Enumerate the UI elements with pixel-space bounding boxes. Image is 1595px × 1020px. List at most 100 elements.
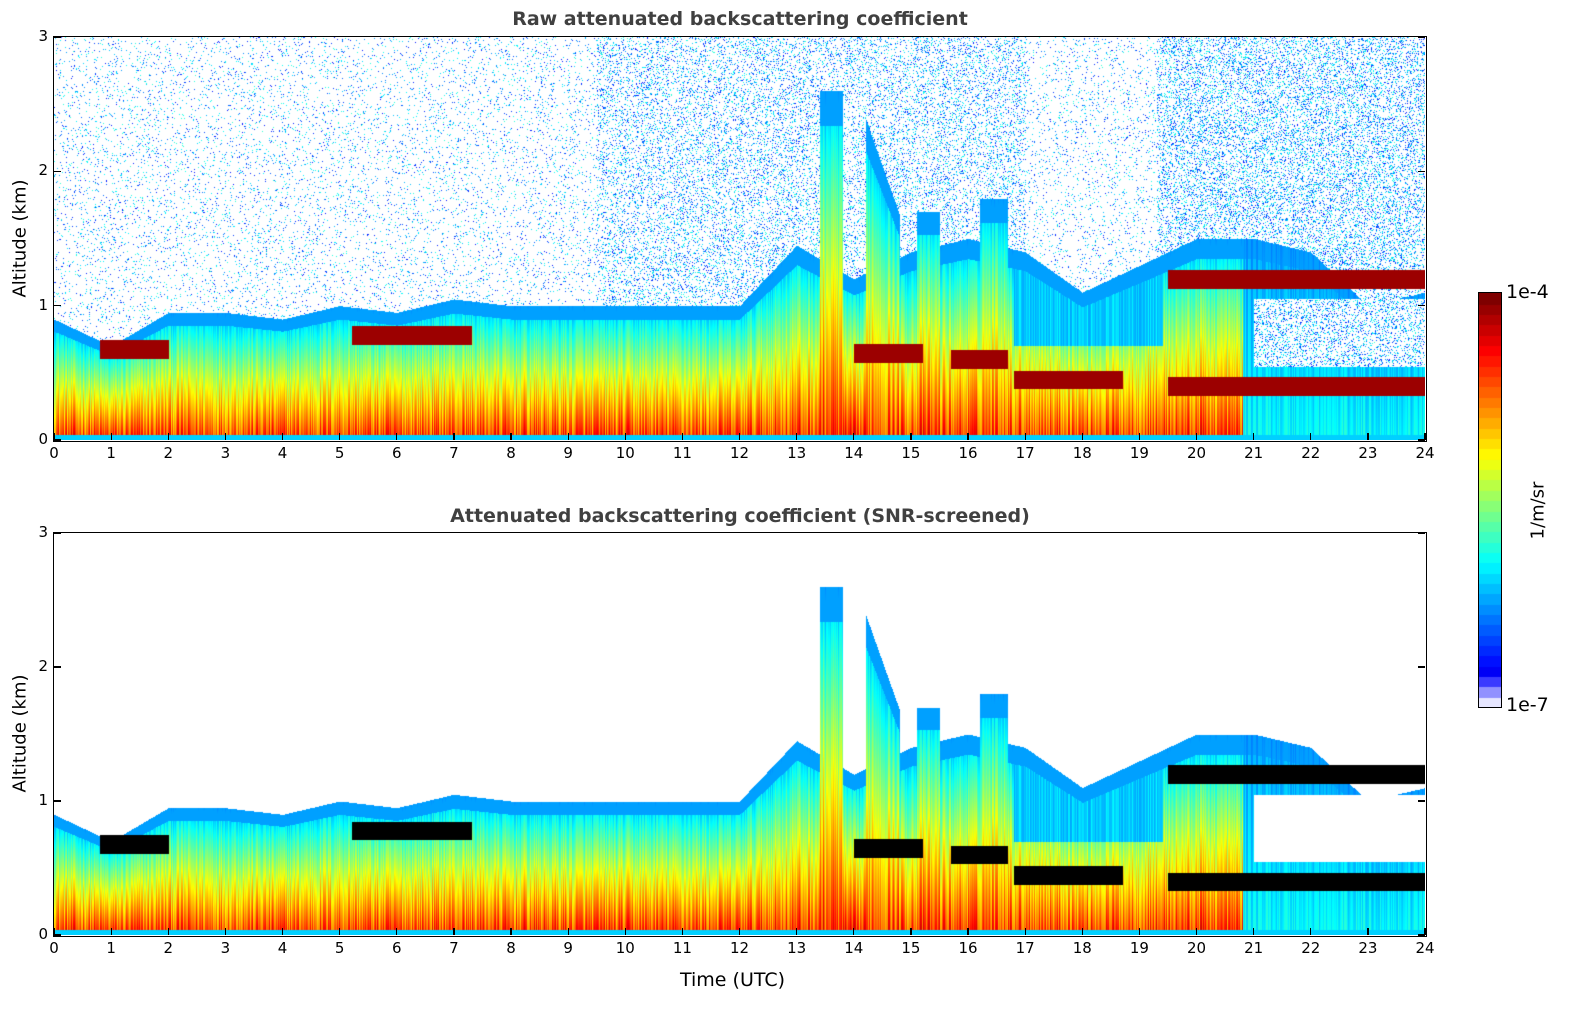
x-tick-label: 13 bbox=[787, 444, 807, 462]
x-tick bbox=[339, 433, 341, 440]
x-tick bbox=[1081, 928, 1083, 935]
bottom-heatmap bbox=[54, 533, 1425, 935]
x-tick-label: 21 bbox=[1244, 939, 1264, 957]
x-tick bbox=[1424, 433, 1426, 440]
x-tick-label: 19 bbox=[1129, 939, 1149, 957]
x-tick bbox=[339, 928, 341, 935]
x-tick-label: 10 bbox=[615, 939, 635, 957]
x-tick bbox=[910, 433, 912, 440]
y-tick bbox=[54, 305, 61, 307]
x-tick-label: 0 bbox=[49, 444, 59, 462]
y-tick-label: 0 bbox=[38, 925, 48, 943]
x-tick bbox=[1424, 928, 1426, 935]
x-tick-label: 12 bbox=[729, 939, 750, 957]
x-tick-label: 9 bbox=[563, 939, 573, 957]
x-tick-label: 2 bbox=[163, 444, 174, 462]
x-tick bbox=[1367, 433, 1369, 440]
y-tick bbox=[54, 800, 61, 802]
x-tick bbox=[224, 433, 227, 440]
x-tick-label: 18 bbox=[1072, 939, 1092, 957]
y-tick bbox=[1418, 666, 1425, 668]
x-tick bbox=[281, 928, 284, 935]
colorbar-min-label: 1e-7 bbox=[1506, 694, 1549, 716]
y-tick bbox=[1418, 532, 1425, 534]
x-tick bbox=[1310, 433, 1312, 440]
x-tick bbox=[1253, 928, 1255, 935]
x-tick-label: 15 bbox=[901, 444, 921, 462]
x-tick bbox=[53, 433, 55, 440]
top-chart-title: Raw attenuated backscattering coefficien… bbox=[512, 8, 968, 30]
x-tick bbox=[1024, 433, 1026, 440]
x-tick bbox=[1138, 928, 1141, 935]
x-tick-label: 15 bbox=[901, 939, 921, 957]
x-tick-label: 10 bbox=[615, 444, 635, 462]
x-tick-label: 3 bbox=[220, 939, 231, 957]
y-tick-label: 3 bbox=[38, 27, 48, 45]
x-tick bbox=[624, 928, 626, 935]
x-tick-label: 14 bbox=[844, 444, 864, 462]
y-tick bbox=[54, 170, 61, 173]
x-tick bbox=[1310, 928, 1312, 935]
x-tick bbox=[510, 928, 512, 935]
colorbar bbox=[1478, 292, 1502, 708]
x-tick-label: 20 bbox=[1186, 444, 1207, 462]
top-heatmap bbox=[54, 37, 1425, 440]
y-tick bbox=[1418, 934, 1425, 936]
x-tick bbox=[53, 928, 55, 935]
x-tick bbox=[1367, 928, 1369, 935]
x-tick bbox=[681, 433, 684, 440]
x-tick-label: 7 bbox=[449, 444, 459, 462]
x-tick-label: 22 bbox=[1301, 444, 1321, 462]
x-tick bbox=[796, 928, 798, 935]
x-tick-label: 17 bbox=[1015, 939, 1035, 957]
x-tick-label: 11 bbox=[672, 444, 692, 462]
x-tick-label: 21 bbox=[1244, 444, 1264, 462]
x-tick bbox=[967, 928, 969, 935]
x-tick bbox=[510, 433, 512, 440]
x-tick-label: 18 bbox=[1072, 444, 1092, 462]
x-tick-label: 5 bbox=[334, 444, 345, 462]
x-tick bbox=[1138, 433, 1141, 440]
y-tick bbox=[1418, 36, 1425, 38]
y-tick-label: 1 bbox=[38, 295, 48, 314]
x-tick-label: 20 bbox=[1186, 939, 1207, 957]
x-tick-label: 4 bbox=[277, 939, 288, 957]
x-tick bbox=[281, 433, 284, 440]
x-tick bbox=[396, 433, 398, 440]
y-tick bbox=[1418, 305, 1425, 307]
y-tick bbox=[54, 934, 61, 936]
x-tick bbox=[396, 928, 398, 935]
y-tick bbox=[1418, 800, 1425, 802]
x-tick-label: 0 bbox=[49, 939, 59, 957]
y-tick bbox=[54, 439, 61, 441]
x-tick-label: 11 bbox=[672, 939, 692, 957]
y-tick-label: 0 bbox=[38, 430, 48, 448]
x-tick-label: 4 bbox=[277, 444, 288, 462]
x-tick bbox=[738, 433, 741, 440]
x-tick bbox=[224, 928, 227, 935]
x-tick-label: 23 bbox=[1358, 444, 1378, 462]
x-tick-label: 6 bbox=[391, 939, 402, 957]
x-tick-label: 1 bbox=[106, 939, 116, 957]
x-tick-label: 2 bbox=[163, 939, 174, 957]
x-tick bbox=[1024, 928, 1026, 935]
x-tick bbox=[567, 928, 569, 935]
x-tick-label: 8 bbox=[506, 939, 516, 957]
x-axis-label: Time (UTC) bbox=[680, 969, 786, 991]
x-tick bbox=[910, 928, 912, 935]
x-tick bbox=[567, 433, 569, 440]
x-tick bbox=[167, 433, 169, 440]
y-tick-label: 3 bbox=[38, 523, 48, 541]
y-tick bbox=[1418, 170, 1425, 173]
y-tick bbox=[1418, 439, 1425, 441]
x-tick-label: 16 bbox=[958, 939, 978, 957]
y-tick bbox=[54, 532, 61, 534]
x-tick-label: 24 bbox=[1415, 939, 1435, 957]
y-tick-label: 2 bbox=[38, 657, 48, 675]
x-tick-label: 5 bbox=[334, 939, 345, 957]
x-tick bbox=[110, 433, 112, 440]
x-tick bbox=[853, 433, 855, 440]
x-tick bbox=[796, 433, 798, 440]
x-tick bbox=[1081, 433, 1083, 440]
x-tick-label: 19 bbox=[1129, 444, 1149, 462]
